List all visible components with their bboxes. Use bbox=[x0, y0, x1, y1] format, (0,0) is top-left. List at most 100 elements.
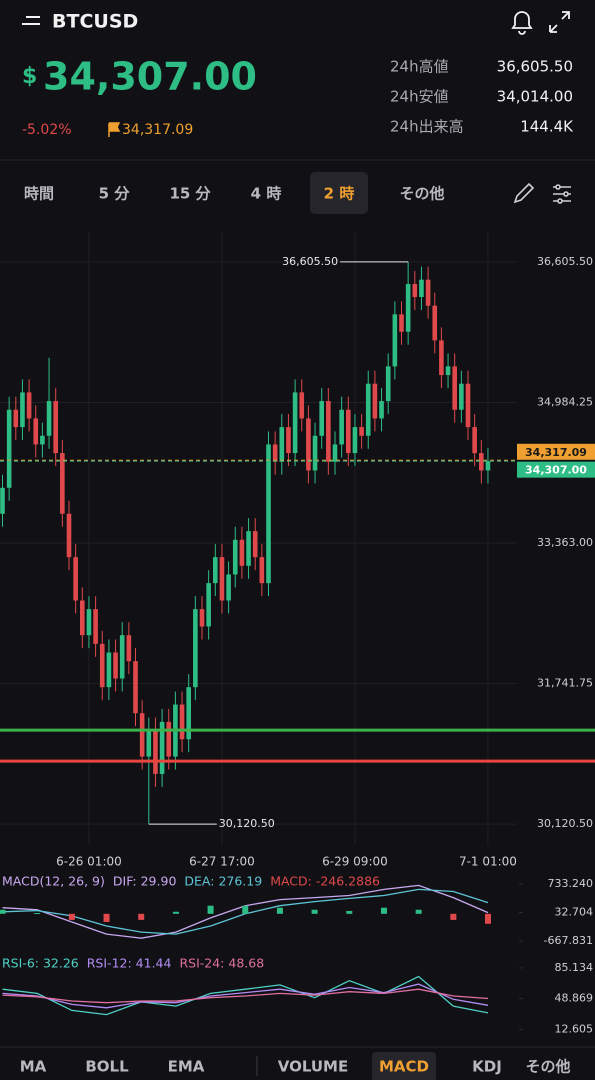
candle-body bbox=[153, 730, 158, 774]
candle-body bbox=[412, 284, 418, 298]
candle-body bbox=[399, 314, 404, 332]
histogram-bar bbox=[68, 913, 75, 920]
candle-body bbox=[266, 444, 271, 584]
indicator-tab[interactable]: MACD bbox=[379, 1058, 429, 1076]
candle-body bbox=[106, 652, 112, 688]
price-tag-label: 34,317.09 bbox=[525, 446, 587, 459]
y-tick-label: 32.704 bbox=[555, 905, 594, 918]
bell-icon[interactable] bbox=[511, 11, 533, 35]
candle-body bbox=[139, 713, 145, 757]
stats: 24h高値 36,605.50 24h安値 34,014.00 24h出来高 144.4K bbox=[390, 58, 574, 136]
last-price: 34,307.00 bbox=[43, 55, 257, 99]
candle-body bbox=[379, 401, 384, 419]
histogram-bar bbox=[103, 913, 110, 922]
candle-body bbox=[459, 383, 464, 410]
interval-tab[interactable]: 4 時 bbox=[251, 185, 282, 203]
histogram-bar bbox=[172, 911, 179, 914]
histogram-bar bbox=[207, 905, 214, 914]
histogram-bar bbox=[346, 910, 353, 914]
y-tick-label: 733.240 bbox=[548, 877, 594, 890]
interval-tab[interactable]: 5 分 bbox=[99, 185, 131, 203]
candle-body bbox=[239, 539, 245, 566]
flag-icon bbox=[108, 122, 121, 137]
y-tick-label: 34,984.25 bbox=[537, 395, 593, 408]
histogram-bar bbox=[138, 913, 145, 920]
candle-body bbox=[259, 557, 265, 584]
x-tick-label: 6-27 17:00 bbox=[189, 855, 255, 869]
candle-body bbox=[119, 635, 125, 679]
histogram-bar bbox=[450, 913, 457, 920]
symbol: BTCUSD bbox=[52, 11, 138, 33]
x-tick-label: 6-29 09:00 bbox=[322, 855, 388, 869]
histogram-bar bbox=[0, 909, 6, 914]
candle-body bbox=[20, 392, 25, 428]
candle-body bbox=[126, 635, 132, 662]
candle-body bbox=[319, 401, 324, 436]
stat-value: 36,605.50 bbox=[497, 58, 573, 76]
candle-body bbox=[133, 661, 138, 714]
indicator-tab[interactable]: VOLUME bbox=[278, 1058, 348, 1076]
histogram-bar bbox=[485, 913, 491, 924]
histogram-bar bbox=[311, 909, 318, 914]
stat-label: 24h高値 bbox=[390, 58, 449, 76]
interval-tab[interactable]: 時間 bbox=[24, 185, 54, 203]
menu-icon[interactable] bbox=[22, 16, 40, 25]
candle-body bbox=[472, 427, 477, 454]
candle-body bbox=[292, 392, 298, 454]
settings-icon[interactable] bbox=[553, 184, 571, 204]
pencil-icon[interactable] bbox=[513, 182, 535, 204]
candle-body bbox=[80, 600, 85, 636]
expand-icon[interactable] bbox=[549, 11, 570, 33]
candle-body bbox=[213, 557, 218, 584]
interval-tab[interactable]: 15 分 bbox=[169, 185, 211, 203]
indicator-tab[interactable]: EMA bbox=[168, 1058, 205, 1076]
candle-body bbox=[0, 487, 5, 514]
indicator-tab[interactable]: MA bbox=[20, 1058, 47, 1076]
mark-price: 34,317.09 bbox=[122, 122, 193, 138]
candle-body bbox=[445, 366, 451, 376]
active-tab-bg bbox=[372, 1052, 436, 1080]
indicator-line bbox=[2, 988, 489, 1004]
candle-body bbox=[46, 401, 52, 436]
candle-body bbox=[60, 453, 65, 514]
annotation-label: 36,605.50 bbox=[282, 255, 338, 268]
candle-body bbox=[73, 557, 78, 601]
y-tick-label: 85.134 bbox=[555, 961, 594, 974]
candle-body bbox=[193, 609, 198, 688]
candle-body bbox=[159, 721, 165, 774]
legend-entry: DEA: 276.19 bbox=[184, 874, 262, 889]
candle-body bbox=[26, 392, 32, 419]
candle-body bbox=[405, 284, 411, 332]
candle-body bbox=[286, 427, 291, 454]
candle-body bbox=[179, 704, 185, 740]
candle-body bbox=[166, 721, 172, 757]
candle-body bbox=[219, 557, 225, 601]
candle-body bbox=[146, 730, 152, 757]
indicator-tab[interactable]: その他 bbox=[525, 1058, 570, 1076]
interval-tab[interactable]: 2 時 bbox=[324, 185, 355, 203]
legend-entry: DIF: 29.90 bbox=[113, 874, 177, 889]
candle-body bbox=[186, 687, 191, 740]
candle-body bbox=[279, 427, 285, 462]
candle-body bbox=[53, 401, 58, 454]
y-tick-label: 30,120.50 bbox=[537, 817, 593, 830]
y-tick-label: 48.869 bbox=[555, 992, 594, 1005]
candle-body bbox=[312, 435, 318, 471]
charts: 36,605.50 34,984.25 33,363.00 31,741.75 30,1… bbox=[0, 232, 595, 1035]
candle-body bbox=[365, 383, 371, 436]
indicator-tab[interactable]: BOLL bbox=[85, 1058, 129, 1076]
histogram-bar bbox=[34, 913, 41, 915]
histogram-bar bbox=[380, 907, 387, 914]
candle-body bbox=[465, 383, 471, 428]
active-tab-bg bbox=[310, 172, 368, 214]
interval-tab[interactable]: その他 bbox=[399, 185, 444, 203]
x-tick-label: 6-26 01:00 bbox=[56, 855, 122, 869]
currency: $ bbox=[22, 64, 37, 89]
price-change: -5.02% bbox=[22, 122, 72, 138]
indicator-tab[interactable]: KDJ bbox=[472, 1058, 502, 1076]
annotation-label: 30,120.50 bbox=[219, 817, 275, 830]
histogram-bar bbox=[276, 907, 283, 914]
indicator-tabs: MA BOLL EMA VOLUME MACD KDJ その他 bbox=[20, 1052, 571, 1080]
